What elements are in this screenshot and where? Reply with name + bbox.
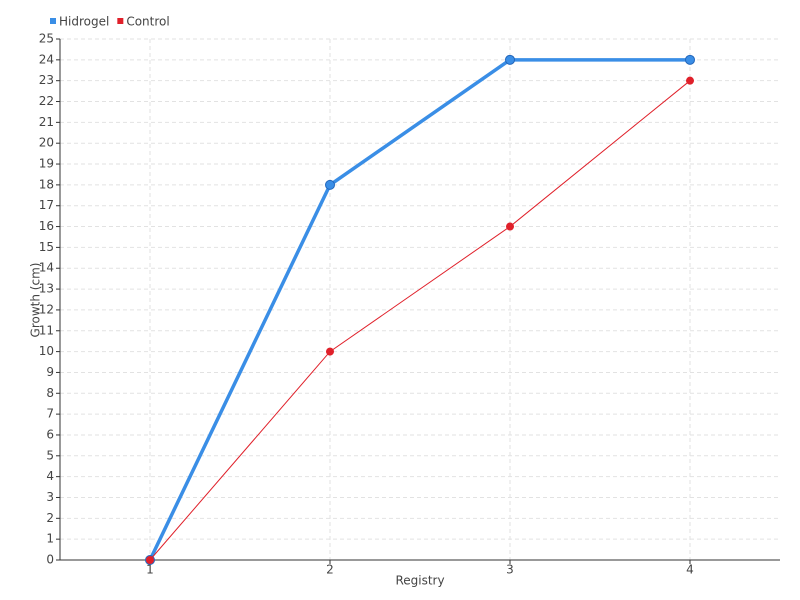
x-tick-label: 4 bbox=[686, 563, 694, 577]
x-tick-label: 2 bbox=[326, 563, 334, 577]
y-tick-label: 13 bbox=[39, 282, 54, 296]
y-tick-label: 0 bbox=[46, 553, 54, 567]
legend-swatch bbox=[50, 18, 56, 24]
y-tick-label: 25 bbox=[39, 32, 54, 46]
data-point bbox=[325, 179, 335, 190]
y-tick-label: 6 bbox=[46, 427, 54, 441]
x-axis-label: Registry bbox=[395, 574, 444, 588]
y-tick-label: 9 bbox=[46, 365, 54, 379]
y-tick-label: 19 bbox=[39, 157, 54, 171]
y-tick-label: 7 bbox=[46, 407, 54, 421]
y-tick-label: 12 bbox=[39, 302, 54, 316]
y-tick-label: 14 bbox=[39, 261, 54, 275]
x-tick-label: 3 bbox=[506, 563, 514, 577]
y-tick-label: 24 bbox=[39, 52, 54, 66]
y-tick-label: 17 bbox=[39, 198, 54, 212]
legend-label: Hidrogel bbox=[59, 15, 109, 29]
y-tick-label: 20 bbox=[39, 136, 54, 150]
data-point bbox=[686, 76, 694, 85]
y-tick-label: 18 bbox=[39, 177, 54, 191]
y-tick-label: 1 bbox=[46, 532, 54, 546]
data-point bbox=[326, 347, 334, 356]
y-tick-label: 11 bbox=[39, 323, 54, 337]
data-point bbox=[506, 222, 514, 231]
series-line bbox=[148, 58, 690, 561]
y-tick-label: 16 bbox=[39, 219, 54, 233]
y-tick-label: 5 bbox=[46, 448, 54, 462]
y-tick-label: 4 bbox=[46, 469, 54, 483]
y-tick-label: 15 bbox=[39, 240, 54, 254]
x-tick-label: 1 bbox=[146, 563, 154, 577]
y-tick-label: 23 bbox=[39, 73, 54, 87]
data-point bbox=[146, 556, 154, 564]
y-tick-label: 3 bbox=[46, 490, 54, 504]
y-tick-label: 8 bbox=[46, 386, 54, 400]
series-line bbox=[149, 80, 691, 561]
y-tick-label: 2 bbox=[46, 511, 54, 525]
y-axis-label: Growth (cm) bbox=[29, 263, 43, 338]
y-tick-label: 22 bbox=[39, 94, 54, 108]
data-point bbox=[685, 54, 695, 65]
y-tick-label: 10 bbox=[39, 344, 54, 358]
y-tick-label: 21 bbox=[39, 115, 54, 129]
legend-swatch bbox=[117, 18, 124, 24]
legend-label: Control bbox=[126, 15, 169, 29]
data-point bbox=[505, 54, 515, 65]
